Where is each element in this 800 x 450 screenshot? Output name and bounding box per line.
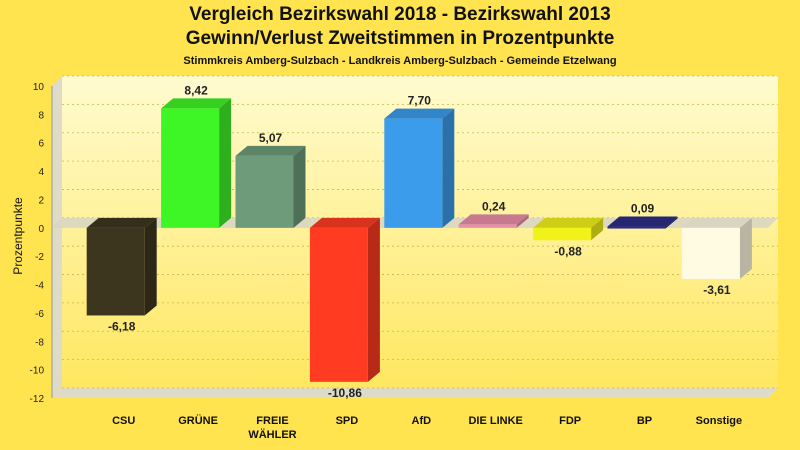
bar-side (367, 217, 380, 382)
y-tick-label: -6 (35, 309, 44, 320)
bar-side (516, 214, 529, 228)
y-tick-label: -4 (35, 281, 44, 292)
y-tick-label: 8 (38, 110, 44, 121)
bar-side (665, 216, 678, 229)
bar-side (219, 98, 232, 228)
bar-side (144, 217, 157, 316)
data-label: -6,18 (108, 319, 136, 333)
data-label: 7,70 (408, 94, 432, 108)
bar-top (681, 217, 752, 228)
data-label: -10,86 (328, 386, 362, 400)
y-tick-label: -8 (35, 337, 44, 348)
bar-front (235, 155, 294, 228)
bar-top (161, 98, 232, 109)
bar-top (309, 217, 380, 228)
bar (607, 216, 678, 229)
y-tick-label: 4 (38, 167, 44, 178)
category-label: FDP (559, 415, 581, 427)
bar-front (161, 108, 220, 228)
category-label: CSU (112, 415, 135, 427)
y-tick-label: 0 (38, 224, 44, 235)
bar-top (86, 217, 157, 228)
bar (161, 98, 232, 228)
category-label: FREIE (256, 415, 288, 427)
bar-front (607, 226, 666, 229)
chart-title: Vergleich Bezirkswahl 2018 - Bezirkswahl… (189, 4, 611, 25)
data-label: -0,88 (554, 244, 582, 258)
bar-front (384, 118, 443, 228)
y-tick-label: -12 (30, 394, 45, 405)
category-label: Sonstige (696, 415, 742, 427)
bar (458, 214, 529, 228)
y-tick-label: 6 (38, 139, 44, 150)
bar (309, 217, 380, 382)
bar (86, 217, 157, 316)
bar (384, 108, 455, 228)
data-label: 0,09 (631, 202, 655, 216)
data-label: 0,24 (482, 199, 506, 213)
bar (681, 217, 752, 280)
data-label: 5,07 (259, 131, 283, 145)
chart-title-line-2: Gewinn/Verlust Zweitstimmen in Prozentpu… (185, 28, 615, 49)
category-label: GRÜNE (178, 414, 218, 427)
bar-top (458, 214, 529, 225)
category-label: AfD (412, 415, 432, 427)
category-label: BP (637, 415, 652, 427)
bar-top (533, 217, 604, 228)
bar-side (591, 217, 604, 241)
y-axis-label: Prozentpunkte (11, 197, 25, 275)
bar-front (86, 227, 145, 316)
chart-subtitle: Stimmkreis Amberg-Sulzbach - Landkreis A… (183, 55, 617, 67)
bar-side (739, 217, 752, 280)
plot-side-wall (52, 76, 62, 398)
bar-front (309, 227, 368, 382)
y-tick-label: -10 (30, 366, 45, 377)
bar-side (293, 145, 306, 228)
bar-side (442, 108, 455, 228)
category-label: SPD (336, 415, 359, 427)
bar-front (533, 227, 592, 241)
plot-floor (52, 388, 778, 398)
category-label: DIE LINKE (468, 415, 522, 427)
bar (533, 217, 604, 241)
data-label: -3,61 (703, 283, 731, 297)
bar-front (458, 224, 517, 228)
bar (235, 145, 306, 228)
data-label: 8,42 (184, 83, 208, 97)
category-label: WÄHLER (248, 428, 296, 441)
bar-top (235, 145, 306, 156)
y-tick-label: 2 (38, 195, 44, 206)
y-tick-label: 10 (33, 82, 45, 93)
bar-top (607, 216, 678, 227)
bar-front (681, 227, 740, 280)
bar-top (384, 108, 455, 119)
y-tick-label: -2 (35, 252, 44, 263)
